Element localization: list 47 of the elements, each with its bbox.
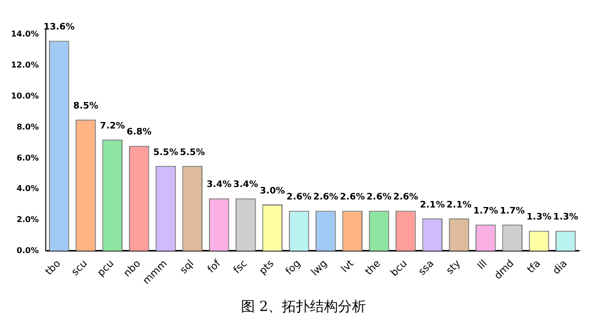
- data-label: 5.5%: [180, 148, 205, 158]
- data-label: 1.7%: [500, 206, 525, 216]
- data-label: 1.3%: [553, 212, 578, 223]
- y-tick-label: 10.0%: [10, 91, 39, 100]
- x-tick-label: nbo: [122, 258, 144, 280]
- x-tick-label: sty: [444, 258, 464, 277]
- x-tick-label: scu: [70, 258, 90, 278]
- data-label: 2.6%: [366, 192, 392, 203]
- x-tick-label: bcu: [389, 258, 410, 279]
- y-tick-label: 12.0%: [10, 60, 39, 70]
- y-tick-label: 8.0%: [16, 122, 39, 132]
- x-tick-label: dia: [551, 258, 570, 277]
- data-label: 8.5%: [73, 101, 98, 112]
- x-tick-label: tbo: [44, 258, 64, 278]
- y-tick-label: 14.0%: [10, 30, 39, 39]
- data-label: 3.4%: [206, 180, 232, 190]
- data-label: 7.2%: [100, 121, 125, 132]
- x-tick-label: lwg: [310, 258, 330, 278]
- data-label: 1.3%: [526, 212, 552, 223]
- x-tick-label: fog: [284, 258, 303, 278]
- y-tick-label: 4.0%: [16, 184, 39, 194]
- data-label: 1.7%: [473, 206, 498, 216]
- data-label: 6.8%: [126, 128, 152, 138]
- data-label: 2.6%: [340, 192, 365, 203]
- x-tick-label: fof: [206, 258, 224, 276]
- x-tick-label: pts: [258, 258, 276, 277]
- y-tick-label: 0.0%: [16, 246, 39, 255]
- x-tick-label: ssa: [416, 258, 436, 278]
- x-tick-label: tfa: [526, 258, 543, 276]
- x-tick-label: pcu: [96, 258, 116, 279]
- x-tick-label: sql: [178, 258, 196, 276]
- x-tick-label: lll: [476, 258, 490, 272]
- data-label: 3.0%: [260, 186, 285, 196]
- x-tick-label: lvt: [340, 258, 356, 275]
- x-tick-label: the: [364, 258, 383, 278]
- data-label: 2.1%: [420, 200, 445, 210]
- data-label: 2.6%: [393, 192, 418, 203]
- y-tick-label: 2.0%: [16, 215, 39, 224]
- data-label: 2.1%: [446, 200, 472, 210]
- data-label: 2.6%: [286, 192, 312, 203]
- data-label: 3.4%: [233, 180, 258, 190]
- caption: 图 2、拓扑结构分析: [240, 298, 368, 316]
- data-label: 13.6%: [43, 22, 75, 33]
- data-label: 2.6%: [313, 192, 338, 203]
- data-label: 5.5%: [153, 148, 178, 158]
- x-tick-label: fsc: [232, 258, 250, 276]
- y-tick-label: 6.0%: [16, 153, 39, 162]
